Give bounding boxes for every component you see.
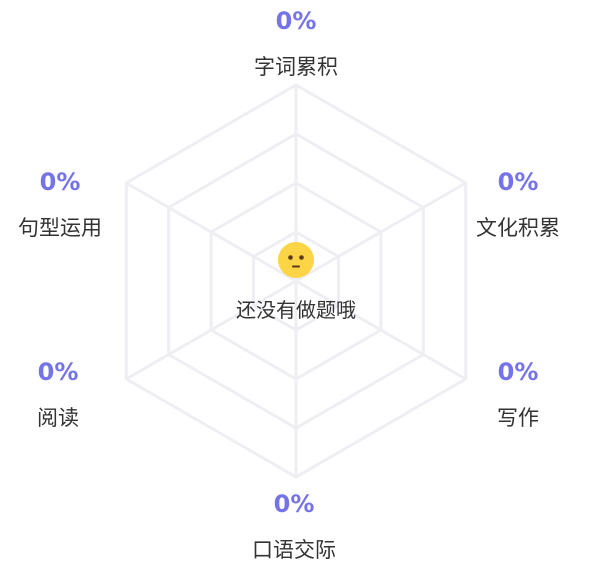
axis-label-0: 0% 字词累积 (254, 7, 338, 81)
axis-value: 0% (273, 490, 315, 518)
axis-name: 写作 (497, 406, 539, 430)
axis-label-1: 0% 文化积累 (476, 168, 560, 242)
axis-name: 阅读 (37, 406, 79, 430)
axis-name: 句型运用 (18, 216, 102, 240)
axis-value: 0% (39, 168, 81, 196)
axis-label-4: 0% 阅读 (37, 358, 79, 432)
grid-spoke-2 (295, 279, 467, 381)
axis-value: 0% (497, 358, 539, 386)
axis-name: 口语交际 (252, 538, 336, 562)
grid-spoke-1 (295, 181, 467, 283)
axis-value: 0% (275, 7, 317, 35)
radar-grid (124, 83, 468, 479)
axis-label-3: 0% 口语交际 (252, 490, 336, 564)
axis-label-5: 0% 句型运用 (18, 168, 102, 242)
empty-message: 还没有做题哦 (236, 298, 356, 322)
axis-label-2: 0% 写作 (497, 358, 539, 432)
neutral-face-icon (278, 242, 314, 278)
grid-spoke-4 (125, 279, 297, 381)
axis-value: 0% (497, 168, 539, 196)
axis-value: 0% (37, 358, 79, 386)
axis-name: 字词累积 (254, 55, 338, 79)
axis-name: 文化积累 (476, 216, 560, 240)
empty-state: 还没有做题哦 (236, 242, 356, 323)
grid-spoke-5 (125, 181, 297, 283)
